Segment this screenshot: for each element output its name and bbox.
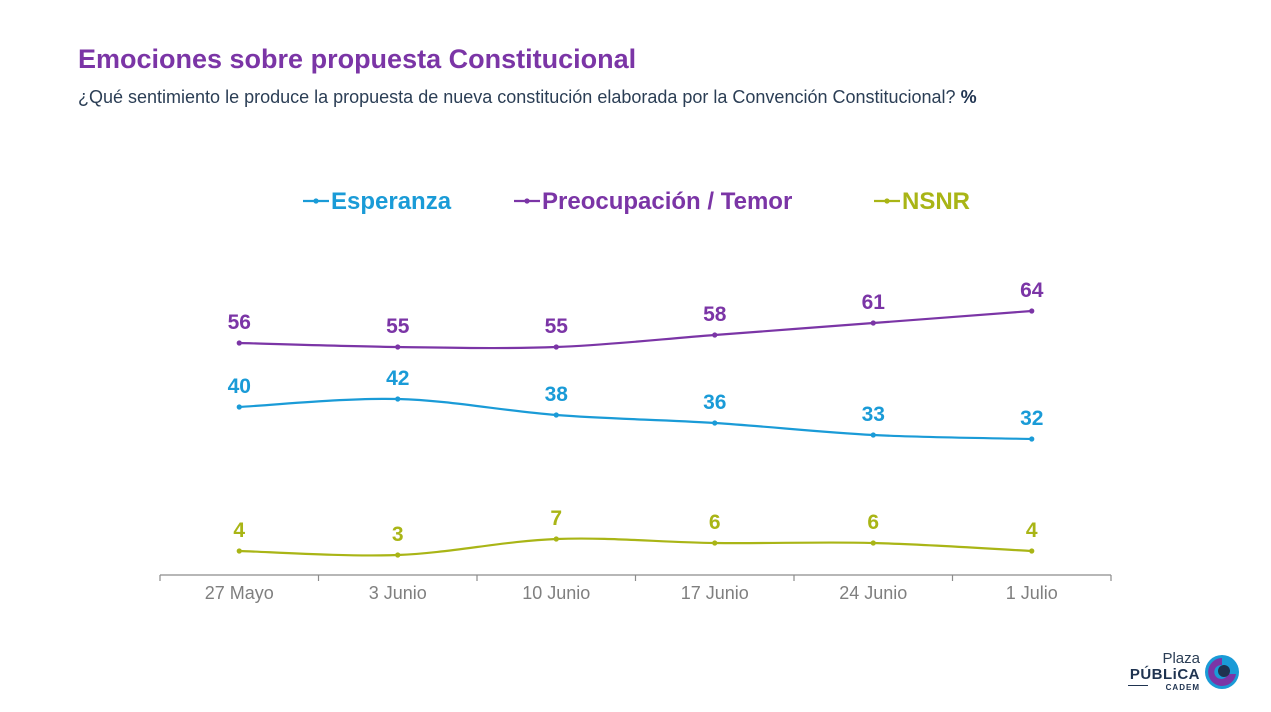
data-point-nsnr [1029,548,1035,554]
data-point-preocupacion-temor [236,340,242,346]
data-label-preocupacion-temor: 56 [228,311,251,334]
legend-label-esperanza: Esperanza [331,188,452,215]
logo-text-cadem: CADEM [1165,683,1200,692]
unit-label: % [960,87,977,107]
data-point-esperanza [236,404,242,410]
data-label-preocupacion-temor: 55 [386,315,410,338]
data-label-nsnr: 6 [709,511,721,534]
x-tick-label: 10 Junio [522,583,590,603]
data-label-preocupacion-temor: 55 [545,315,569,338]
data-label-preocupacion-temor: 58 [703,303,727,326]
series-line-esperanza [239,397,1032,441]
data-point-preocupacion-temor [712,332,718,338]
logo-text-plaza: Plaza [1162,650,1200,667]
data-label-esperanza: 36 [703,391,726,414]
x-tick-label: 3 Junio [369,583,427,603]
data-point-preocupacion-temor [1029,308,1035,314]
x-tick-label: 24 Junio [839,583,907,603]
data-label-esperanza: 33 [862,403,885,426]
data-label-nsnr: 7 [550,507,562,530]
logo-underline [1128,685,1148,686]
subtitle-text: ¿Qué sentimiento le produce la propuesta… [78,87,956,107]
data-label-esperanza: 32 [1020,407,1043,430]
x-tick-label: 1 Julio [1006,583,1058,603]
data-point-esperanza [870,432,876,438]
legend-marker-preocupacion-temor [524,198,530,204]
data-label-esperanza: 40 [228,375,251,398]
data-point-nsnr [395,552,401,558]
data-point-nsnr [236,548,242,554]
data-point-nsnr [870,540,876,546]
legend-label-preocupacion-temor: Preocupación / Temor [542,188,792,215]
legend-marker-nsnr [884,198,890,204]
data-point-preocupacion-temor [395,344,401,350]
data-label-preocupacion-temor: 61 [862,291,886,314]
data-point-esperanza [1029,436,1035,442]
data-point-esperanza [395,396,401,402]
data-point-nsnr [712,540,718,546]
logo-swirl-icon [1205,655,1239,689]
chart-subtitle: ¿Qué sentimiento le produce la propuesta… [78,87,977,108]
data-label-nsnr: 4 [233,519,245,542]
data-label-esperanza: 38 [545,383,569,406]
data-point-nsnr [553,536,559,542]
data-point-preocupacion-temor [870,320,876,326]
chart-title: Emociones sobre propuesta Constitucional [78,44,637,74]
data-label-nsnr: 6 [867,511,879,534]
data-label-esperanza: 42 [386,367,409,390]
legend-marker-esperanza [313,198,319,204]
logo-text-publica: PÚBLiCA [1129,666,1200,683]
data-point-preocupacion-temor [553,344,559,350]
x-tick-label: 27 Mayo [205,583,274,603]
plaza-publica-logo: Plaza PÚBLiCA CADEM [1124,650,1248,694]
series-line-nsnr [239,537,1032,557]
data-label-nsnr: 4 [1026,519,1038,542]
x-tick-label: 17 Junio [681,583,749,603]
data-label-preocupacion-temor: 64 [1020,279,1044,302]
series-line-preocupacion-temor [239,309,1032,350]
legend-label-nsnr: NSNR [902,188,970,215]
data-point-esperanza [712,420,718,426]
data-label-nsnr: 3 [392,523,404,546]
data-point-esperanza [553,412,559,418]
